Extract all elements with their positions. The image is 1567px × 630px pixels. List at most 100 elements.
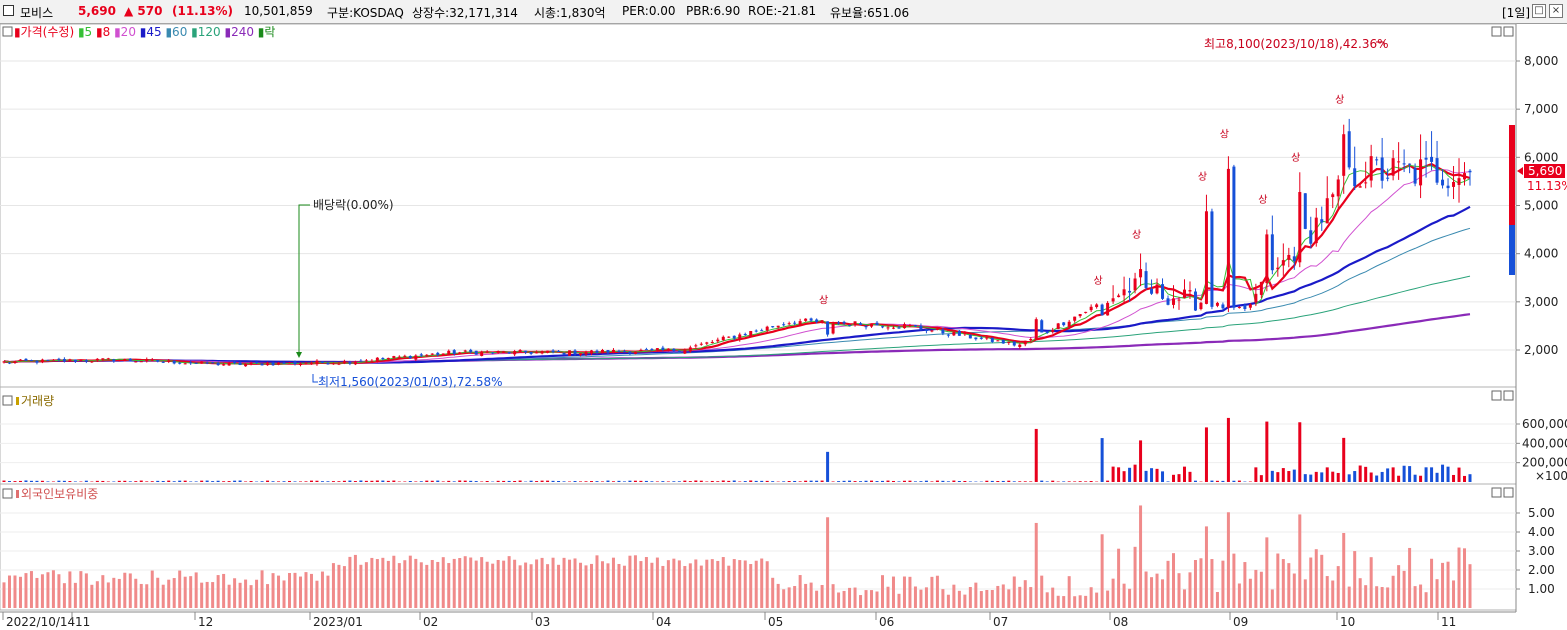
foreign-bar: [524, 562, 528, 608]
candle-body: [1204, 211, 1208, 304]
price-tick-label: 8,000: [1524, 54, 1558, 68]
volume-bar: [710, 480, 714, 482]
volume-bar: [1298, 422, 1302, 482]
volume-bar: [886, 480, 890, 482]
foreign-bar: [1402, 570, 1406, 608]
foreign-bar: [793, 586, 797, 608]
legend-item-3[interactable]: ▮20: [110, 25, 136, 39]
candle-body: [189, 362, 193, 364]
foreign-bar: [1364, 585, 1368, 608]
volume-bar: [611, 481, 615, 482]
candle-body: [1270, 234, 1274, 271]
volume-bar: [84, 480, 88, 482]
foreign-bar: [73, 582, 77, 608]
legend-item-0[interactable]: ▮가격(수정): [14, 25, 74, 39]
legend-item-6[interactable]: ▮120: [187, 25, 220, 39]
candle-body: [1133, 278, 1137, 291]
candle-body: [167, 360, 171, 362]
candle-body: [1193, 291, 1197, 311]
volume-bar: [908, 480, 912, 482]
candle-body: [255, 361, 259, 364]
legend-item-2[interactable]: ▮8: [92, 25, 110, 39]
candle-body: [1144, 271, 1148, 288]
maximize-icon[interactable]: □: [1532, 4, 1546, 18]
volume-bar: [721, 480, 725, 482]
candle-body: [1325, 198, 1329, 224]
candle-body: [342, 361, 346, 364]
legend-item-1[interactable]: ▮5: [74, 25, 92, 39]
foreign-bar: [320, 571, 324, 608]
volume-bar: [1133, 464, 1137, 482]
period-selector[interactable]: [1일]: [1502, 6, 1531, 20]
volume-bar: [589, 481, 593, 482]
volume-bar: [1468, 474, 1472, 482]
candle-body: [18, 359, 22, 361]
candle-body: [886, 327, 890, 329]
foreign-bar: [1419, 584, 1423, 608]
candle-body: [128, 358, 132, 361]
foreign-bar: [1281, 559, 1285, 608]
foreign-bar: [24, 573, 28, 608]
foreign-bar: [513, 559, 517, 608]
foreign-bar: [502, 560, 506, 608]
foreign-bar: [1347, 586, 1351, 608]
candle-body: [1117, 295, 1121, 298]
current-price: 5,690: [78, 4, 116, 18]
legend-item-4[interactable]: ▮45: [136, 25, 162, 39]
legend-item-8[interactable]: ▮락: [254, 25, 275, 39]
foreign-tick-label: 1.00: [1528, 582, 1555, 596]
candle-body: [95, 358, 99, 361]
candle-body: [985, 337, 989, 339]
foreign-bar: [1468, 564, 1472, 608]
foreign-bar: [732, 559, 736, 608]
upper-limit-mark: 상: [1217, 129, 1229, 139]
candle-body: [106, 358, 110, 360]
candle-body: [1457, 178, 1461, 185]
candle-body: [1056, 323, 1060, 330]
candle-body: [277, 362, 281, 365]
upper-limit-mark: 상: [1255, 194, 1267, 204]
volume-bar: [1413, 474, 1417, 482]
candle-body: [727, 336, 731, 338]
foreign-bar: [1095, 592, 1099, 608]
candle-body: [1347, 131, 1351, 168]
volume-bar: [13, 481, 17, 482]
foreign-bar: [842, 590, 846, 608]
volume-bar: [990, 480, 994, 482]
stock-name[interactable]: 모비스: [20, 6, 54, 20]
candle-body: [749, 331, 753, 337]
foreign-bar: [392, 555, 396, 608]
volume-bar: [260, 481, 264, 482]
foreign-bar: [266, 584, 270, 608]
x-tick-label: 09: [1233, 615, 1248, 629]
legend-item-7[interactable]: ▮240: [221, 25, 254, 39]
foreign-bar: [29, 571, 33, 608]
x-tick-label: 12: [198, 615, 213, 629]
volume-bar: [1226, 417, 1230, 482]
foreign-panel-buttons[interactable]: [1491, 487, 1514, 498]
volume-bar: [1430, 467, 1434, 482]
candle-body: [1001, 339, 1005, 344]
candle-body: [859, 323, 863, 325]
legend-item-5[interactable]: ▮60: [162, 25, 188, 39]
volume-bar: [277, 481, 281, 482]
x-tick-label: 08: [1113, 615, 1128, 629]
foreign-bar: [1226, 512, 1230, 608]
volume-bar: [1012, 481, 1016, 482]
price-panel-buttons[interactable]: [1491, 26, 1514, 37]
candle-body: [957, 330, 961, 336]
volume-tick-label: 200,000: [1522, 456, 1567, 470]
candle-body: [1067, 321, 1071, 327]
foreign-bar: [1287, 563, 1291, 608]
volume-bar: [787, 481, 791, 482]
volume-panel-buttons[interactable]: [1491, 390, 1514, 401]
volume-bar: [117, 480, 121, 482]
close-icon[interactable]: ×: [1549, 4, 1563, 18]
candlesticks: [2, 118, 1472, 367]
select-checkbox[interactable]: [3, 5, 14, 16]
foreign-bar: [650, 562, 654, 608]
candle-body: [62, 358, 66, 362]
candle-body: [562, 352, 566, 355]
candle-body: [2, 361, 6, 363]
